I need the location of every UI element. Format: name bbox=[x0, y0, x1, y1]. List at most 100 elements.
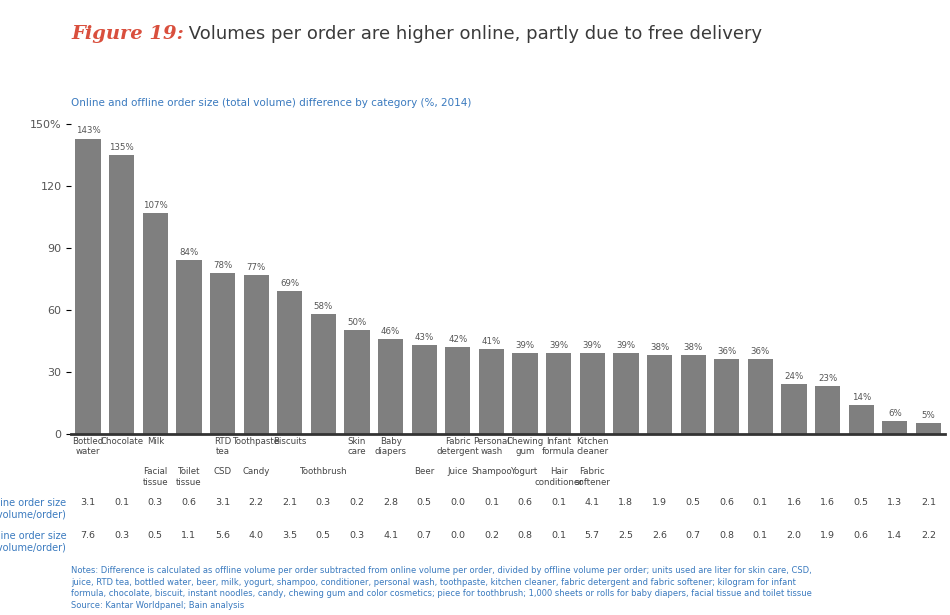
Text: Biscuits: Biscuits bbox=[273, 437, 307, 446]
Text: 2.0: 2.0 bbox=[787, 531, 802, 540]
Text: 1.6: 1.6 bbox=[787, 498, 802, 507]
Text: Volumes per order are higher online, partly due to free delivery: Volumes per order are higher online, par… bbox=[183, 25, 763, 42]
Text: 41%: 41% bbox=[482, 337, 501, 346]
Text: 4.0: 4.0 bbox=[249, 531, 264, 540]
Bar bbox=[243, 275, 269, 434]
Text: 0.0: 0.0 bbox=[450, 531, 465, 540]
Text: 0.3: 0.3 bbox=[114, 531, 129, 540]
Text: 0.6: 0.6 bbox=[719, 498, 734, 507]
Bar bbox=[614, 353, 638, 434]
Text: 0.6: 0.6 bbox=[854, 531, 868, 540]
Text: 23%: 23% bbox=[818, 374, 837, 383]
Bar bbox=[411, 345, 437, 434]
Text: 42%: 42% bbox=[448, 335, 467, 344]
Bar bbox=[177, 260, 201, 434]
Text: Infant
formula: Infant formula bbox=[542, 437, 576, 456]
Text: 0.7: 0.7 bbox=[417, 531, 431, 540]
Text: 1.6: 1.6 bbox=[820, 498, 835, 507]
Text: Notes: Difference is calculated as offline volume per order subtracted from onli: Notes: Difference is calculated as offli… bbox=[71, 566, 812, 610]
Text: Beer: Beer bbox=[414, 467, 434, 477]
Bar bbox=[647, 355, 673, 434]
Text: Figure 19:: Figure 19: bbox=[71, 25, 184, 42]
Text: 1.9: 1.9 bbox=[652, 498, 667, 507]
Bar bbox=[345, 330, 370, 434]
Text: 36%: 36% bbox=[750, 347, 770, 356]
Text: 2.8: 2.8 bbox=[383, 498, 398, 507]
Text: 0.5: 0.5 bbox=[686, 498, 701, 507]
Text: Hair
conditioner: Hair conditioner bbox=[534, 467, 583, 487]
Text: 0.6: 0.6 bbox=[181, 498, 197, 507]
Text: 2.6: 2.6 bbox=[652, 531, 667, 540]
Text: 0.1: 0.1 bbox=[752, 498, 768, 507]
Text: 3.1: 3.1 bbox=[81, 498, 96, 507]
Text: Shampoo: Shampoo bbox=[471, 467, 512, 477]
Text: 0.1: 0.1 bbox=[114, 498, 129, 507]
Text: Toothbrush: Toothbrush bbox=[299, 467, 347, 477]
Text: 0.5: 0.5 bbox=[315, 531, 331, 540]
Text: Yogurt: Yogurt bbox=[511, 467, 539, 477]
Text: 3.1: 3.1 bbox=[215, 498, 230, 507]
Bar bbox=[446, 347, 470, 434]
Text: 14%: 14% bbox=[851, 392, 871, 402]
Bar bbox=[883, 421, 907, 434]
Text: 0.3: 0.3 bbox=[315, 498, 331, 507]
Bar bbox=[680, 355, 706, 434]
Text: Chewing
gum: Chewing gum bbox=[506, 437, 543, 456]
Text: Online order size
(volume/order): Online order size (volume/order) bbox=[0, 531, 66, 552]
Text: CSD: CSD bbox=[214, 467, 232, 477]
Text: 5.7: 5.7 bbox=[585, 531, 599, 540]
Text: 6%: 6% bbox=[888, 409, 902, 418]
Text: 0.2: 0.2 bbox=[484, 531, 499, 540]
Text: Personal
wash: Personal wash bbox=[473, 437, 510, 456]
Text: 0.1: 0.1 bbox=[551, 498, 566, 507]
Text: 50%: 50% bbox=[348, 319, 367, 327]
Text: Toilet
tissue: Toilet tissue bbox=[176, 467, 201, 487]
Text: 38%: 38% bbox=[683, 343, 703, 352]
Text: 78%: 78% bbox=[213, 261, 232, 269]
Text: Fabric
detergent: Fabric detergent bbox=[436, 437, 479, 456]
Bar bbox=[142, 213, 168, 434]
Text: 0.7: 0.7 bbox=[686, 531, 701, 540]
Text: Skin
care: Skin care bbox=[348, 437, 367, 456]
Text: 3.5: 3.5 bbox=[282, 531, 297, 540]
Text: 39%: 39% bbox=[516, 341, 535, 350]
Text: 2.5: 2.5 bbox=[618, 531, 634, 540]
Text: Kitchen
cleaner: Kitchen cleaner bbox=[576, 437, 609, 456]
Text: Bottled
water: Bottled water bbox=[72, 437, 104, 456]
Bar bbox=[512, 353, 538, 434]
Text: 4.1: 4.1 bbox=[585, 498, 599, 507]
Text: 0.5: 0.5 bbox=[417, 498, 431, 507]
Text: 1.1: 1.1 bbox=[181, 531, 197, 540]
Text: 24%: 24% bbox=[785, 372, 804, 381]
Bar bbox=[916, 423, 941, 434]
Text: Offline order size
(volume/order): Offline order size (volume/order) bbox=[0, 498, 66, 520]
Bar bbox=[580, 353, 605, 434]
Text: Chocolate: Chocolate bbox=[100, 437, 143, 446]
Text: 1.4: 1.4 bbox=[887, 531, 902, 540]
Text: 46%: 46% bbox=[381, 327, 400, 336]
Text: 0.2: 0.2 bbox=[350, 498, 365, 507]
Bar bbox=[748, 359, 773, 434]
Bar bbox=[277, 292, 302, 434]
Text: 39%: 39% bbox=[549, 341, 568, 350]
Text: 143%: 143% bbox=[76, 127, 101, 135]
Text: Facial
tissue: Facial tissue bbox=[142, 467, 168, 487]
Text: 7.6: 7.6 bbox=[81, 531, 96, 540]
Text: Milk: Milk bbox=[146, 437, 164, 446]
Text: 0.6: 0.6 bbox=[518, 498, 533, 507]
Text: Fabric
softener: Fabric softener bbox=[575, 467, 610, 487]
Bar bbox=[782, 384, 807, 434]
Text: 0.1: 0.1 bbox=[551, 531, 566, 540]
Text: 1.9: 1.9 bbox=[820, 531, 835, 540]
Text: 0.1: 0.1 bbox=[752, 531, 768, 540]
Bar bbox=[848, 405, 874, 434]
Text: Online and offline order size (total volume) difference by category (%, 2014): Online and offline order size (total vol… bbox=[71, 98, 471, 108]
Bar bbox=[378, 339, 403, 434]
Text: Baby
diapers: Baby diapers bbox=[374, 437, 407, 456]
Text: 84%: 84% bbox=[180, 248, 199, 257]
Text: 0.3: 0.3 bbox=[148, 498, 162, 507]
Bar bbox=[815, 386, 840, 434]
Text: 0.8: 0.8 bbox=[518, 531, 533, 540]
Bar bbox=[210, 272, 236, 434]
Text: 0.3: 0.3 bbox=[350, 531, 365, 540]
